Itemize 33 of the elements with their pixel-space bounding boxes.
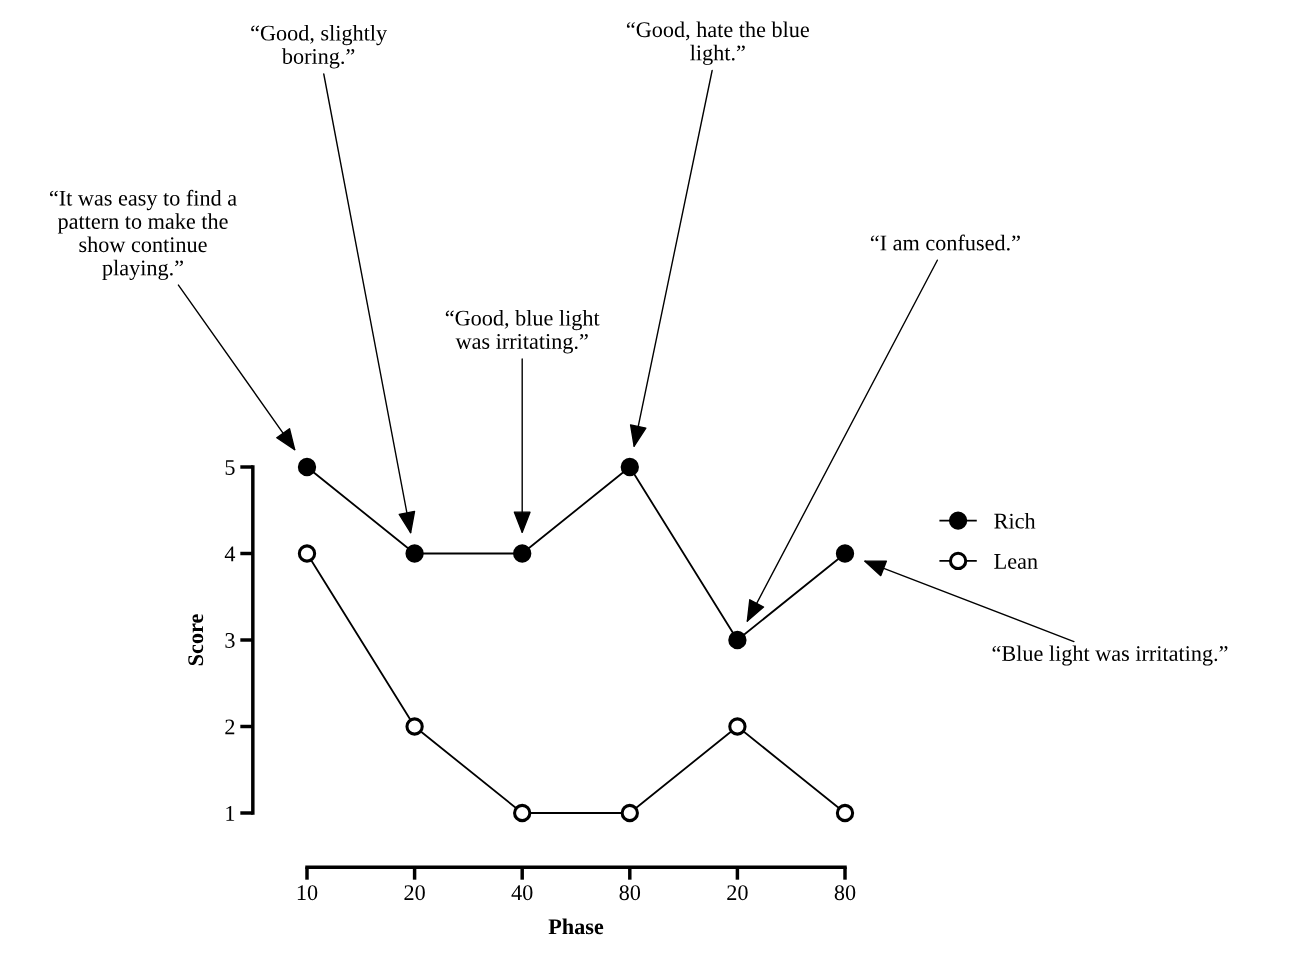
text: “Good, hate the blue light.” — [626, 21, 809, 65]
y-tick-label: 1 — [226, 806, 235, 821]
x-tick-label: 20 — [727, 885, 748, 901]
point — [835, 544, 855, 563]
point — [620, 803, 639, 823]
point — [513, 803, 532, 823]
text: “I am confused.” — [870, 234, 1020, 251]
x-tick-label: 20 — [404, 885, 425, 901]
point — [835, 803, 855, 823]
x-axis-title: Phase — [548, 918, 604, 935]
y-axis-title: Score — [188, 614, 204, 666]
text: “It was easy to find a pattern to make the show continue playing.” — [49, 189, 237, 280]
text: “Good, blue light was irritating.” — [445, 309, 600, 354]
y-tick-label: 2 — [225, 719, 235, 735]
point — [728, 717, 747, 736]
point — [405, 544, 424, 563]
point — [405, 717, 424, 736]
point — [620, 457, 639, 477]
text: “Blue light was irritating.” — [992, 645, 1228, 666]
text: “Good, slightly boring.” — [251, 24, 388, 69]
point — [297, 544, 317, 563]
point — [728, 630, 747, 650]
legend-label: Lean — [994, 554, 1038, 569]
x-tick-label: 10 — [297, 885, 318, 901]
y-tick-label: 4 — [224, 546, 236, 562]
x-tick-label: 40 — [511, 885, 533, 901]
point — [513, 544, 532, 563]
legend-label: Rich — [994, 512, 1036, 529]
y-tick-label: 3 — [225, 632, 235, 648]
y-tick-label: 5 — [225, 460, 235, 475]
x-tick-label: 80 — [619, 885, 641, 901]
x-tick-label: 80 — [834, 885, 856, 901]
point — [297, 457, 317, 477]
